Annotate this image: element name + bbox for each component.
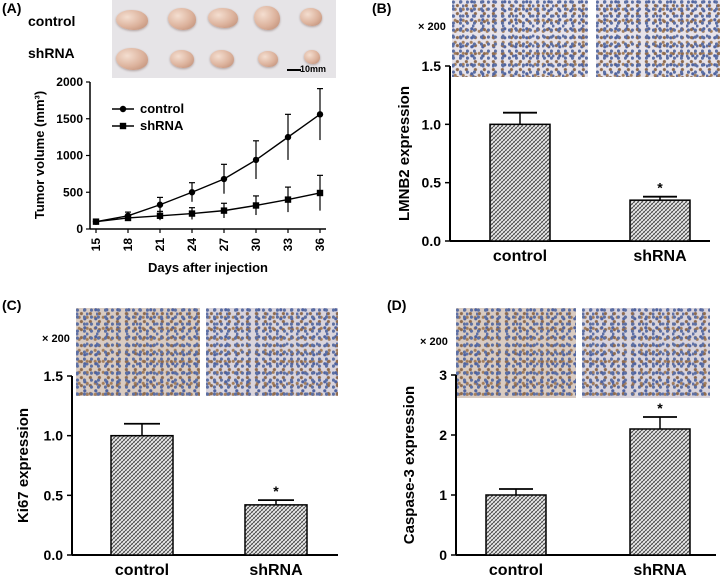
- a-x-tick-label: 18: [121, 238, 135, 252]
- d-y-tick-label: 2: [439, 427, 447, 443]
- b-y-tick-label: 0.5: [422, 175, 442, 191]
- a-point-control: [156, 201, 164, 208]
- a-point-control: [220, 175, 228, 183]
- ihc-image-c-shrna: [206, 308, 338, 396]
- tumor-control-3: [208, 8, 238, 28]
- d-y-tick-label: 3: [439, 367, 447, 383]
- a-point-shrna: [252, 202, 260, 209]
- a-x-tick-label: 15: [89, 238, 103, 252]
- a-x-tick-label: 24: [185, 238, 199, 252]
- a-point-control: [252, 156, 260, 164]
- panel-c-magnification: × 200: [42, 333, 70, 345]
- panel-d-label: (D): [387, 297, 407, 313]
- c-y-tick-label: 1.5: [44, 368, 64, 384]
- d-bar-shrna: [629, 428, 691, 556]
- a-point-shrna: [188, 210, 196, 217]
- c-y-tick-label: 0.0: [44, 547, 64, 563]
- tumor-control-5: [300, 8, 322, 26]
- a-y-axis-label: Tumor volume (mm³): [32, 91, 47, 219]
- tumor-photo: 10mm: [112, 0, 336, 78]
- a-legend-label-control: control: [140, 101, 184, 116]
- ihc-image-d-control: [456, 308, 576, 398]
- a-x-tick-label: 21: [153, 238, 167, 252]
- d-y-tick-label: 0: [439, 547, 447, 563]
- c-y-tick-label: 1.0: [44, 428, 64, 444]
- tumor-shrna-1: [116, 48, 148, 70]
- panel-b-label: (B): [372, 0, 392, 16]
- c-x-tick-label-shrna: shRNA: [249, 562, 303, 579]
- tumor-shrna-5: [304, 50, 320, 64]
- b-x-tick-label-shrna: shRNA: [633, 248, 687, 265]
- ihc-image-d-shrna: [582, 308, 710, 398]
- a-legend-marker-control: [119, 105, 127, 113]
- b-y-tick-label: 0.0: [422, 233, 442, 249]
- a-series-line-control: [95, 113, 321, 223]
- a-point-shrna: [220, 207, 228, 214]
- a-x-tick-label: 36: [313, 238, 327, 252]
- tumor-shrna-4: [258, 51, 278, 67]
- panel-a-label: (A): [2, 0, 22, 16]
- c-y-tick-label: 0.5: [44, 487, 64, 503]
- d-y-axis-label: Caspase-3 expression: [401, 386, 418, 544]
- a-y-tick-label: 2000: [56, 75, 83, 89]
- a-point-shrna: [92, 218, 100, 225]
- b-y-tick-label: 1.0: [422, 116, 442, 132]
- d-y-tick-label: 1: [439, 487, 447, 503]
- b-bar-shrna: [629, 199, 691, 242]
- d-x-tick-label-control: control: [489, 562, 543, 579]
- d-x-tick-label-shrna: shRNA: [633, 562, 687, 579]
- tumor-control-4: [254, 6, 280, 30]
- ihc-image-b-shrna: [596, 0, 720, 77]
- a-y-tick-label: 1500: [56, 112, 83, 126]
- panel-d-magnification: × 200: [420, 336, 448, 348]
- tumor-shrna-2: [170, 50, 194, 68]
- tumor-control-2: [168, 8, 196, 30]
- b-y-tick-label: 1.5: [422, 58, 442, 74]
- c-bar-shrna: [244, 504, 308, 556]
- a-point-shrna: [156, 212, 164, 219]
- a-y-tick-label: 500: [63, 185, 83, 199]
- a-legend-label-shrna: shRNA: [140, 118, 184, 133]
- scale-bar: [287, 69, 301, 71]
- b-x-tick-label-control: control: [493, 248, 547, 265]
- b-y-axis-label: LMNB2 expression: [396, 86, 413, 221]
- a-x-tick-label: 27: [217, 238, 231, 252]
- a-x-axis-label: Days after injection: [148, 260, 268, 275]
- tumor-row-label-control: control: [28, 13, 76, 29]
- a-series-line-shrna: [95, 192, 321, 223]
- b-bar-control: [489, 123, 551, 242]
- a-point-shrna: [284, 196, 292, 203]
- ihc-image-b-control: [452, 0, 588, 77]
- c-significance-shrna: *: [273, 483, 279, 499]
- a-x-tick-label: 30: [249, 238, 263, 252]
- a-point-shrna: [124, 214, 132, 222]
- a-point-shrna: [316, 189, 324, 197]
- ihc-image-c-control: [76, 308, 200, 396]
- tumor-row-label-shrna: shRNA: [28, 45, 75, 61]
- c-y-axis-label: Ki67 expression: [15, 408, 32, 523]
- d-bar-control: [485, 494, 547, 556]
- tumor-shrna-3: [210, 50, 234, 68]
- scale-label: 10mm: [300, 64, 327, 74]
- c-bar-control: [110, 434, 174, 556]
- d-significance-shrna: *: [657, 400, 663, 416]
- a-point-control: [284, 133, 292, 141]
- tumor-control-1: [116, 10, 148, 30]
- a-x-tick-label: 33: [281, 238, 295, 252]
- panel-b-magnification: × 200: [418, 21, 446, 33]
- panel-c-label: (C): [2, 297, 22, 313]
- a-y-tick-label: 1000: [56, 149, 83, 163]
- b-significance-shrna: *: [657, 180, 663, 196]
- c-x-tick-label-control: control: [115, 562, 169, 579]
- a-y-tick-label: 0: [76, 222, 83, 236]
- a-point-control: [316, 111, 324, 118]
- a-point-control: [188, 189, 196, 196]
- a-legend-marker-shrna: [119, 122, 127, 130]
